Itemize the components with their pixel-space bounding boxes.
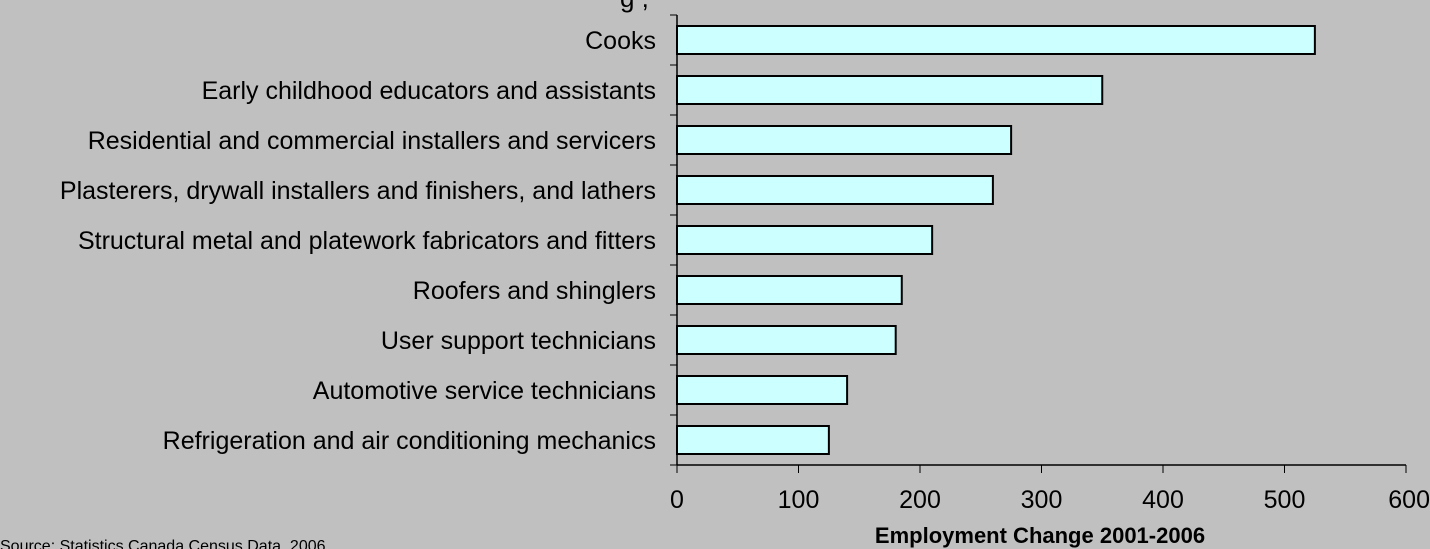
bar <box>676 25 1316 55</box>
bar <box>676 325 897 355</box>
x-tick-label: 300 <box>1021 486 1063 514</box>
bar <box>676 225 934 255</box>
axes: 0 100 200 300 400 500 600 <box>670 14 1430 514</box>
category-label: Cooks <box>585 27 656 55</box>
bar <box>676 375 849 405</box>
bar <box>676 275 903 305</box>
category-label: Structural metal and platework fabricato… <box>78 227 656 255</box>
category-label: Automotive service technicians <box>313 377 656 405</box>
bar <box>676 125 1013 155</box>
x-tick-label: 500 <box>1264 486 1306 514</box>
x-tick-label: 100 <box>778 486 820 514</box>
bar <box>676 425 830 455</box>
x-tick-label: 200 <box>899 486 941 514</box>
top-partial-text: g , <box>620 0 649 13</box>
category-label: Plasterers, drywall installers and finis… <box>60 177 656 205</box>
x-tick-label: 600 <box>1388 486 1430 514</box>
category-label: Refrigeration and air conditioning mecha… <box>163 427 656 455</box>
category-label: Early childhood educators and assistants <box>202 77 656 105</box>
source-footnote: Source: Statistics Canada Census Data, 2… <box>0 538 326 549</box>
x-axis-title: Employment Change 2001-2006 <box>875 523 1205 548</box>
category-label: User support technicians <box>381 327 656 355</box>
bars-layer: Cooks Early childhood educators and assis… <box>60 25 1316 455</box>
bar <box>676 175 994 205</box>
x-tick-label: 0 <box>670 486 684 514</box>
bar <box>676 75 1104 105</box>
x-tick-label: 400 <box>1142 486 1184 514</box>
category-label: Residential and commercial installers an… <box>88 127 656 155</box>
category-label: Roofers and shinglers <box>413 277 656 305</box>
